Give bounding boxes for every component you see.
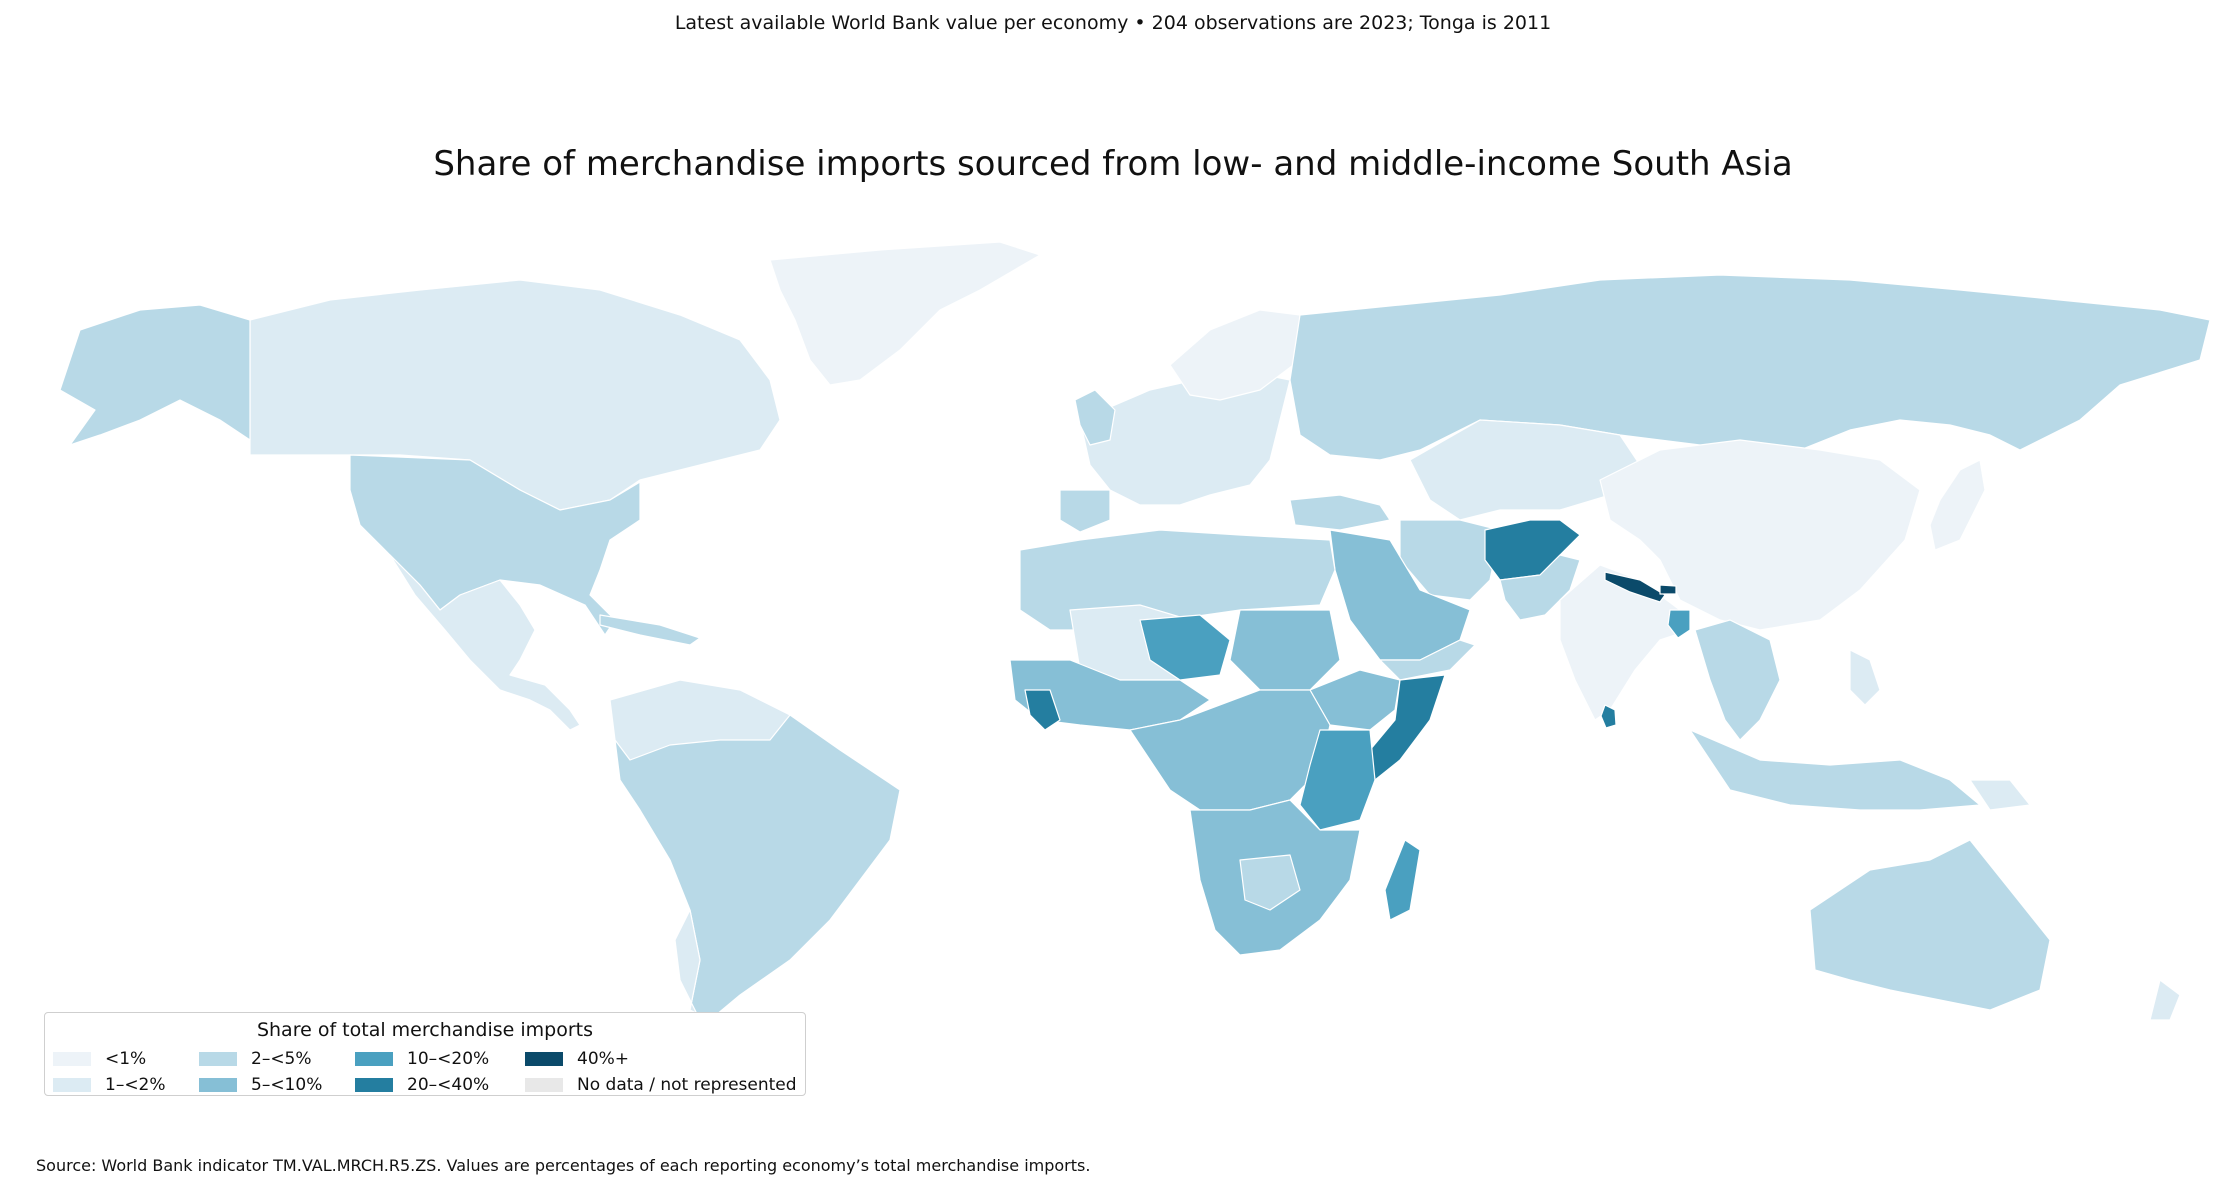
region-indonesia [1689,729,1981,811]
region-guinea [1024,689,1061,731]
world-choropleth-map [59,241,2211,1020]
region-philippines [1849,649,1881,706]
region-bhutan [1659,584,1677,595]
region-greenland [769,241,1041,386]
legend-label: No data / not represented [577,1075,797,1095]
map-title: Share of merchandise imports sourced fro… [433,144,1793,184]
region-chad-niger [1139,614,1231,681]
legend-item-lt1: <1% [53,1049,146,1069]
legend-item-10to20: 10–<20% [355,1049,489,1069]
legend-item-2to5: 2–<5% [199,1049,312,1069]
region-somalia [1369,674,1446,781]
source-note: Source: World Bank indicator TM.VAL.MRCH… [36,1156,1091,1175]
legend-swatch [525,1078,563,1092]
legend-item-40plus: 40%+ [525,1049,629,1069]
legend-label: 40%+ [577,1049,630,1069]
map-legend: Share of total merchandise imports <1% 1… [44,1012,806,1096]
legend-title: Share of total merchandise imports [256,1019,594,1041]
region-southeast-asia [1694,619,1781,741]
region-uk [1074,389,1116,446]
region-sudan [1229,609,1341,691]
region-australia [1809,839,2051,1011]
region-png [1969,779,2031,811]
legend-label: 20–<40% [407,1075,490,1095]
legend-swatch [355,1078,393,1092]
legend-label: 1–<2% [105,1075,166,1095]
region-sri-lanka [1600,704,1617,729]
region-north-africa [1019,529,1336,631]
legend-item-no-data: No data / not represented [525,1075,797,1095]
region-china [1599,439,1921,631]
legend-label: 10–<20% [407,1049,490,1069]
map-subtitle: Latest available World Bank value per ec… [674,12,1552,34]
region-chile [674,909,711,1020]
region-colombia-venezuela [609,679,791,761]
legend-swatch [53,1052,91,1066]
region-botswana [1239,854,1301,911]
region-madagascar [1384,839,1421,921]
region-south-america [609,679,901,1020]
legend-item-5to10: 5–<10% [199,1075,322,1095]
legend-item-1to2: 1–<2% [53,1075,166,1095]
legend-swatch [53,1078,91,1092]
region-caribbean [599,614,701,646]
region-iberia [1059,489,1111,533]
region-russia [1289,274,2211,461]
region-japan-korea [1929,459,1986,551]
region-bangladesh [1667,609,1691,639]
legend-swatch [199,1052,237,1066]
legend-swatch [355,1052,393,1066]
legend-label: <1% [105,1049,147,1069]
region-india [1559,564,1691,721]
region-kenya-tanzania [1299,729,1376,831]
region-pakistan [1499,554,1581,621]
legend-label: 5–<10% [251,1075,323,1095]
region-new-zealand [2149,979,2181,1020]
region-canada [249,279,781,511]
region-turkey [1289,494,1391,531]
region-mexico [389,554,581,731]
region-nepal [1604,571,1666,603]
legend-item-20to40: 20–<40% [355,1075,489,1095]
region-alaska [59,304,251,446]
legend-swatch [525,1052,563,1066]
legend-swatch [199,1078,237,1092]
legend-label: 2–<5% [251,1049,312,1069]
